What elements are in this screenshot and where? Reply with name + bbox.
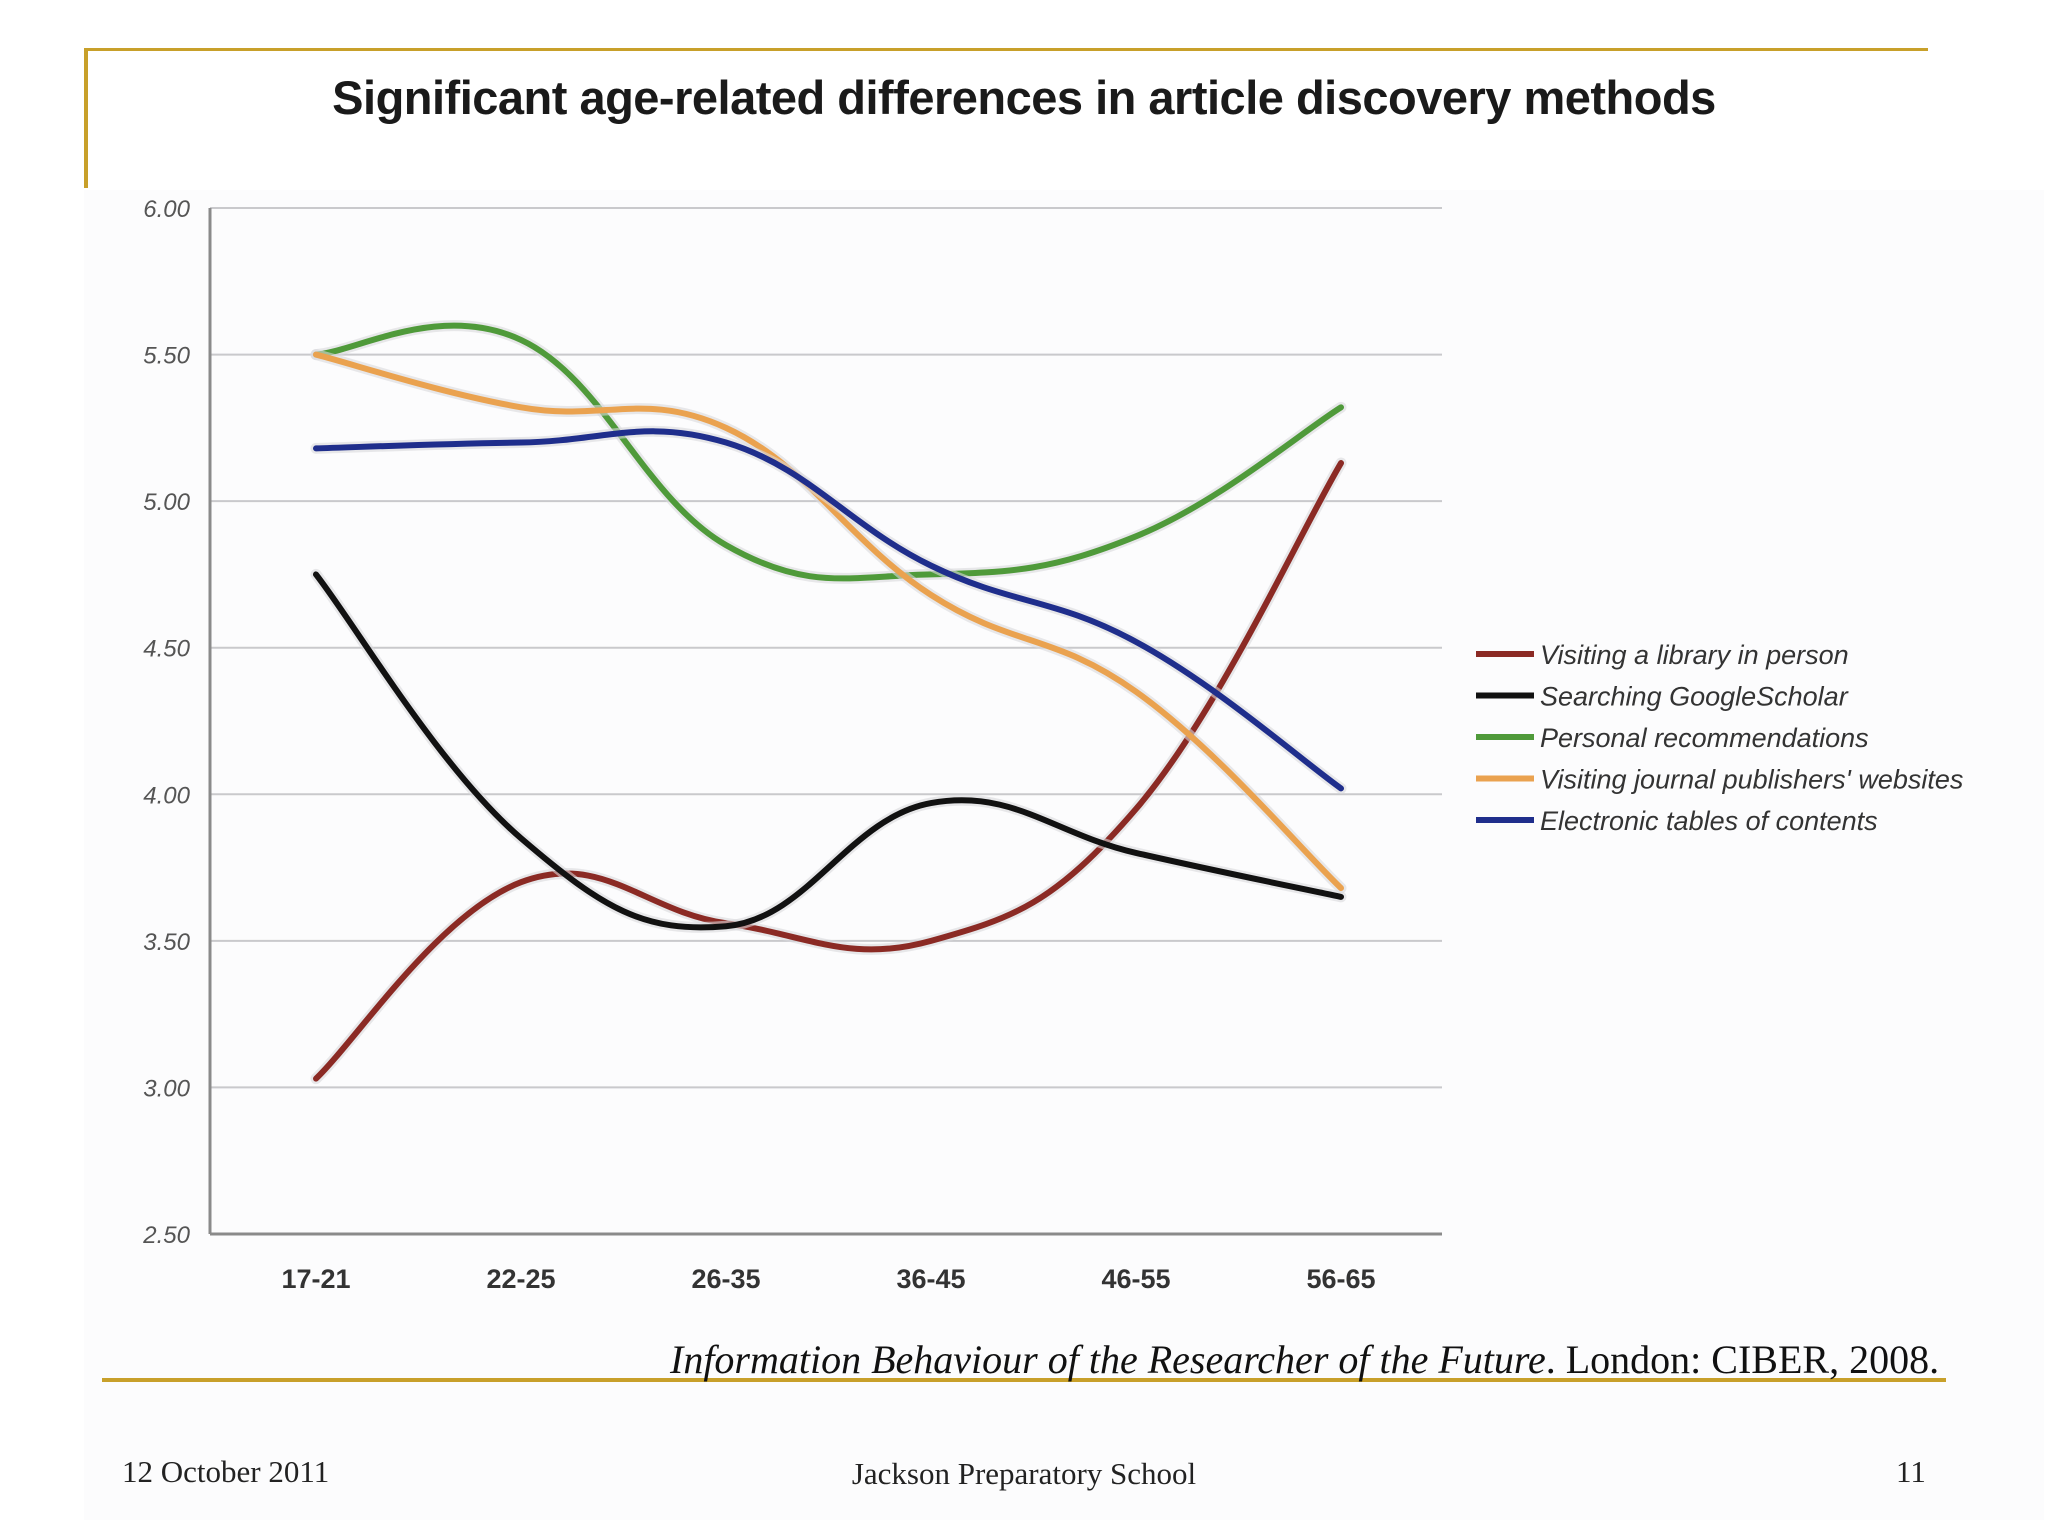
plot-background (84, 190, 2044, 1520)
y-tick-label: 5.00 (143, 489, 190, 516)
y-tick-label: 3.00 (143, 1075, 190, 1102)
footer-date: 12 October 2011 (122, 1454, 330, 1489)
x-tick-label: 46-55 (1101, 1264, 1170, 1294)
series-line (313, 322, 1344, 582)
series-line-shadow (310, 568, 1347, 933)
y-tick-label: 4.50 (143, 636, 190, 663)
slide-left-rule (84, 48, 88, 188)
citation-source: . London: CIBER, 2008. (1545, 1337, 1940, 1382)
citation: Information Behaviour of the Researcher … (670, 1336, 1939, 1383)
slide-top-rule (84, 48, 1928, 51)
legend-label: Personal recommendations (1540, 723, 1869, 753)
y-tick-label: 5.50 (143, 343, 190, 370)
y-tick-label: 6.00 (143, 196, 190, 223)
series-line-shadow (310, 457, 1347, 1085)
series-line (313, 460, 1344, 1082)
y-tick-label: 4.00 (143, 782, 190, 809)
series-line (313, 571, 1344, 931)
legend-label: Searching GoogleScholar (1540, 682, 1849, 712)
x-tick-label: 36-45 (896, 1264, 965, 1294)
legend-label: Visiting journal publishers' websites (1540, 765, 1963, 795)
x-tick-label: 17-21 (281, 1264, 350, 1294)
series-line-shadow (310, 349, 1347, 894)
series-line (313, 428, 1344, 792)
page-number: 11 (1896, 1454, 1926, 1489)
legend-label: Electronic tables of contents (1540, 806, 1878, 836)
series-line-shadow (310, 320, 1347, 584)
y-tick-label: 3.50 (143, 929, 190, 956)
legend-label: Visiting a library in person (1540, 640, 1849, 670)
citation-title: Information Behaviour of the Researcher … (670, 1337, 1546, 1382)
footer-school: Jackson Preparatory School (851, 1456, 1197, 1491)
x-tick-label: 22-25 (486, 1264, 555, 1294)
chart-title: Significant age-related differences in a… (332, 71, 1716, 124)
y-tick-label: 2.50 (142, 1222, 190, 1249)
series-line (313, 351, 1344, 892)
x-tick-label: 56-65 (1306, 1264, 1375, 1294)
slide-bottom-rule (102, 1378, 1946, 1382)
x-tick-label: 26-35 (691, 1264, 760, 1294)
